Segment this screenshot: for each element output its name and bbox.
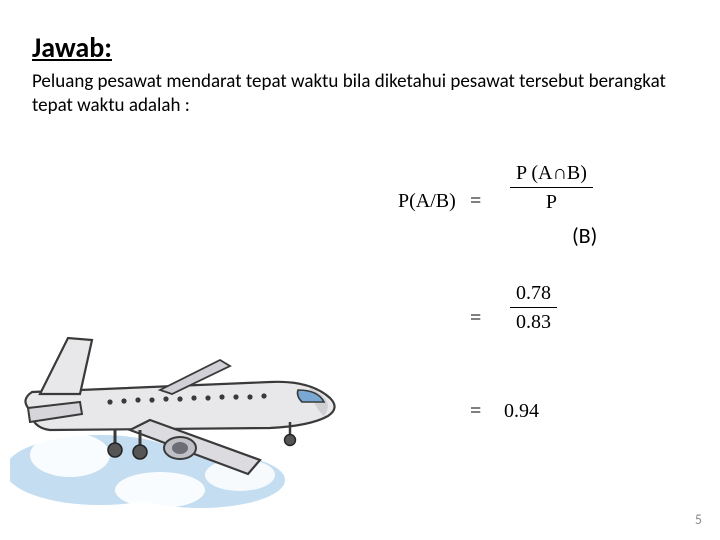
formula-eq3: = xyxy=(470,400,481,423)
formula-fraction-1: P (A∩B) P xyxy=(510,162,593,214)
answer-heading: Jawab: xyxy=(32,30,112,65)
denominator-b-override: (B) xyxy=(572,222,597,249)
formula-lhs: P(A/B) xyxy=(398,190,456,213)
frac1-numerator: P (A∩B) xyxy=(510,162,593,187)
frac2-denominator: 0.83 xyxy=(510,307,557,334)
formula-result: 0.94 xyxy=(504,400,539,423)
frac1-denominator: P xyxy=(510,187,593,214)
formula-eq1: = xyxy=(470,190,481,213)
page-number: 5 xyxy=(695,511,702,528)
formula-eq2: = xyxy=(470,307,481,330)
airplane-illustration xyxy=(10,290,350,510)
frac2-numerator: 0.78 xyxy=(510,282,557,307)
answer-body: Peluang pesawat mendarat tepat waktu bil… xyxy=(32,70,672,118)
formula-fraction-2: 0.78 0.83 xyxy=(510,282,557,334)
